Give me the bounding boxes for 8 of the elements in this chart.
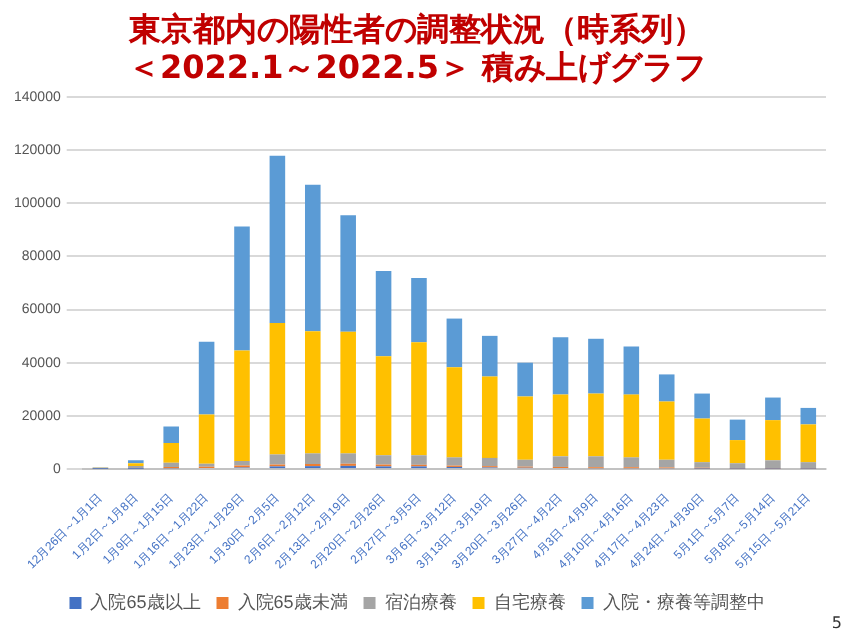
text: 5	[831, 614, 842, 632]
chart-subtitle: ＜2022.1～2022.5＞ 積み上げグラフ	[127, 47, 707, 86]
legend-label: 宿泊療養	[384, 591, 457, 612]
legend-label: 入院65歳未満	[237, 591, 348, 612]
legend-label: 入院65歳以上	[90, 591, 201, 612]
legend-label: 自宅療養	[493, 591, 566, 612]
chart-title: 東京都内の陽性者の調整状況（時系列）	[127, 9, 705, 48]
legend-label: 入院・療養等調整中	[602, 591, 765, 612]
